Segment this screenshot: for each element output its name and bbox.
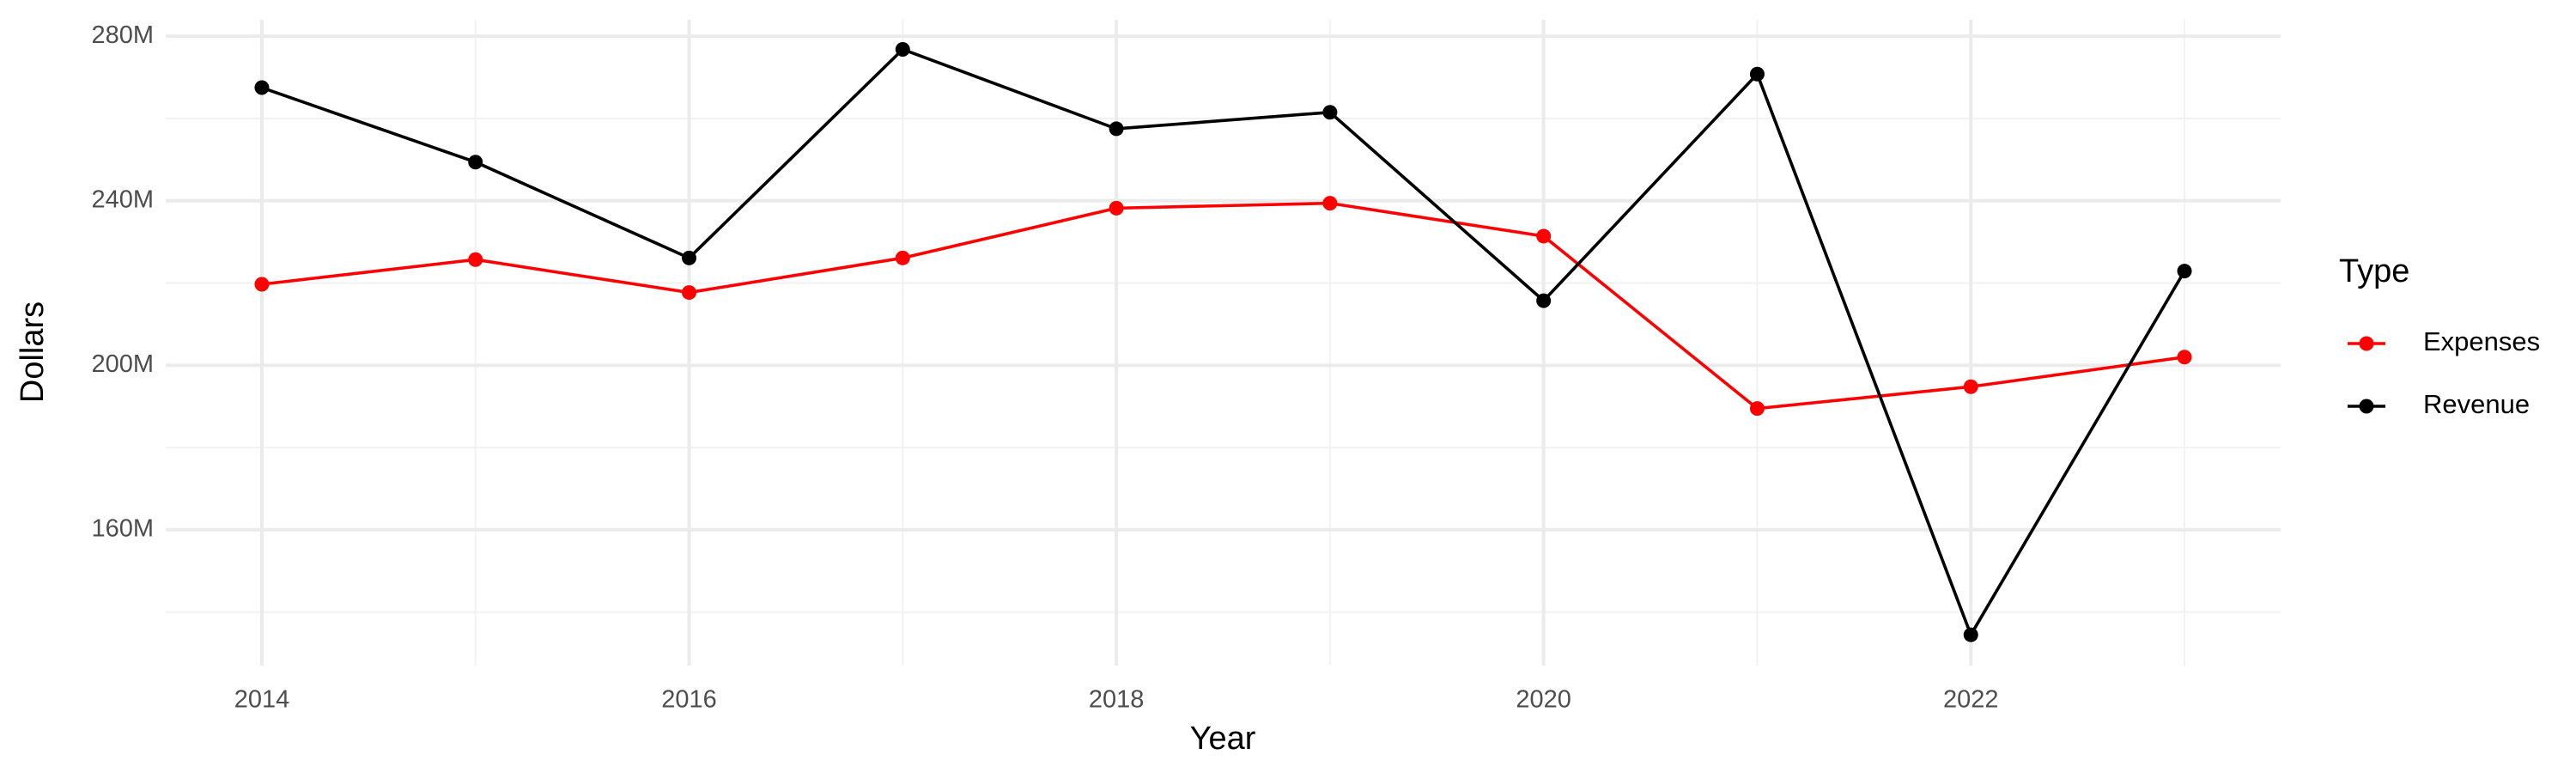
x-tick-label: 2014 xyxy=(234,686,290,714)
y-tick-label: 200M xyxy=(91,350,154,378)
data-point xyxy=(1963,379,1978,394)
data-point xyxy=(1749,66,1765,82)
x-tick-label: 2022 xyxy=(1943,686,1999,714)
legend-label: Expenses xyxy=(2423,326,2540,356)
data-point xyxy=(2177,264,2192,279)
legend-title: Type xyxy=(2339,253,2409,289)
x-tick-label: 2016 xyxy=(661,686,717,714)
y-axis-title: Dollars xyxy=(15,301,51,403)
x-tick-label: 2018 xyxy=(1089,686,1145,714)
data-point xyxy=(895,41,910,57)
data-point xyxy=(254,80,270,95)
data-point xyxy=(1322,105,1338,120)
x-axis-title: Year xyxy=(1190,721,1256,757)
y-tick-label: 160M xyxy=(91,515,154,543)
data-point xyxy=(468,252,483,267)
data-point xyxy=(895,250,910,265)
data-point xyxy=(1109,200,1124,216)
data-point xyxy=(682,285,697,301)
series-line xyxy=(261,47,2186,639)
y-tick-label: 240M xyxy=(91,186,154,213)
data-point xyxy=(1536,293,1552,308)
data-point xyxy=(1963,627,1978,642)
legend-label: Revenue xyxy=(2423,389,2530,419)
data-point xyxy=(1749,401,1765,417)
data-point xyxy=(2177,350,2192,365)
data-point xyxy=(1109,121,1124,137)
data-point xyxy=(682,250,697,265)
legend-key-point xyxy=(2359,399,2374,414)
data-point xyxy=(254,277,270,292)
legend-key-point xyxy=(2359,336,2374,351)
x-tick-label: 2020 xyxy=(1516,686,1571,714)
data-point xyxy=(1322,196,1338,211)
series-line xyxy=(261,201,2185,411)
data-point xyxy=(1536,228,1552,244)
y-tick-label: 280M xyxy=(91,21,154,49)
data-point xyxy=(468,155,483,170)
